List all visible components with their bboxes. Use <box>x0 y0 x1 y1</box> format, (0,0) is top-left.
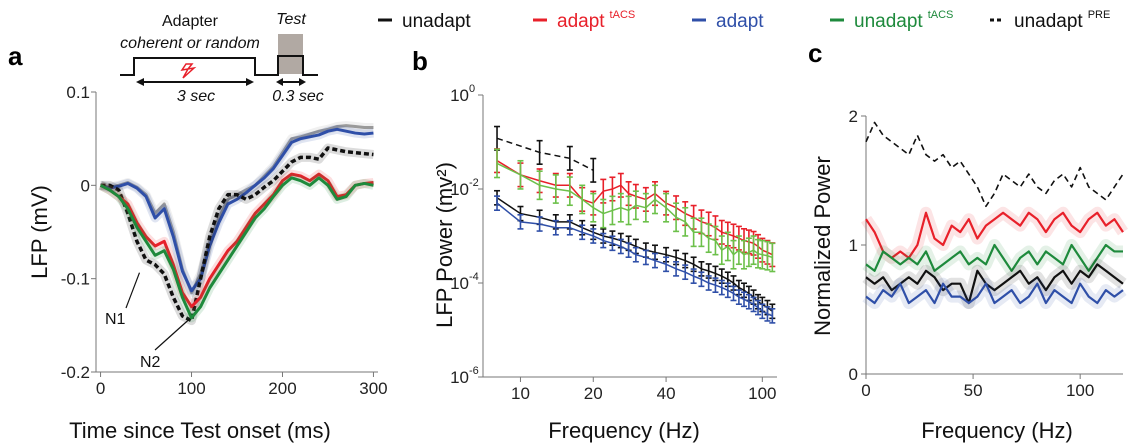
annotation-arrow-n2 <box>154 318 190 351</box>
x-tick-label-a: 0 <box>96 379 105 398</box>
series-band-adapt <box>99 124 374 296</box>
test-label: Test <box>276 11 306 28</box>
legend-entry-2: adapt <box>716 11 764 32</box>
series-line-unadapt_pre <box>496 137 594 171</box>
y-tick-label-a: -0.2 <box>61 363 90 382</box>
x-tick-label-a: 200 <box>268 379 296 398</box>
annotation-arrow-n1 <box>125 272 141 309</box>
x-tick-label-a: 100 <box>177 379 205 398</box>
x-axis-label-b: Frequency (Hz) <box>548 418 700 443</box>
adapter-label: Adapter <box>162 13 219 30</box>
y-tick-label-a: 0 <box>81 176 90 195</box>
x-tick-label-b: 10 <box>511 384 530 403</box>
y-axis-label-a: LFP (mV) <box>27 185 52 279</box>
arrowhead-right-icon <box>299 78 306 86</box>
series-line-adapt <box>496 202 773 317</box>
series-line-unadapt <box>865 263 1124 305</box>
legend-entry-0: unadapt <box>402 11 471 32</box>
test-box <box>278 34 303 74</box>
arrowhead-right-icon <box>246 78 254 86</box>
panel-a-plot: -0.2 -0.1 0 0.1 0 100 200 300 Time since Test on… <box>27 83 388 443</box>
y-tick-exp-b: -2 <box>469 177 479 189</box>
x-tick-label-b: 20 <box>584 384 603 403</box>
lightning-bolt-icon <box>180 63 197 79</box>
y-tick-label-b: 10 <box>450 274 469 293</box>
y-tick-label-b: 10 <box>450 368 469 387</box>
y-tick-label-c: 0 <box>849 365 858 384</box>
x-axis-label-c: Frequency (Hz) <box>921 418 1073 443</box>
x-tick-label-a: 300 <box>359 379 387 398</box>
series-line-adapt <box>100 127 374 293</box>
series-line-unadapt_tacs <box>99 176 374 320</box>
x-tick-label-c: 100 <box>1066 381 1094 400</box>
y-tick-label-c: 2 <box>849 107 858 126</box>
arrowhead-left-icon <box>276 78 283 86</box>
y-axis-label-b: LFP Power (mv²) <box>432 162 457 328</box>
y-tick-label-a: 0.1 <box>66 83 90 102</box>
annotation-n1: N1 <box>105 311 126 328</box>
y-tick-exp-b: -6 <box>469 365 479 377</box>
x-tick-label-c: 50 <box>964 381 983 400</box>
x-tick-label-c: 0 <box>861 381 870 400</box>
y-tick-exp-b: -4 <box>469 271 479 283</box>
y-axis-label-c: Normalized Power <box>810 156 835 336</box>
x-tick-label-b: 40 <box>657 384 676 403</box>
panel-c-plot: 0 1 2 0 50 100 Frequency (Hz) Normalized Power <box>810 107 1128 443</box>
y-tick-label-b: 10 <box>450 180 469 199</box>
annotation-n2: N2 <box>140 354 161 371</box>
y-tick-label-b: 10 <box>450 86 469 105</box>
stimulus-timeline <box>120 55 318 76</box>
series-line-green_bars <box>496 162 773 259</box>
legend: unadapt adapt tACS adapt unadapt tACS unadapt P… <box>378 9 1110 32</box>
panel-label-a: a <box>8 41 23 71</box>
series-line-adapt <box>865 282 1124 305</box>
y-tick-exp-b: 0 <box>469 83 475 95</box>
legend-entry-1: adapt tACS <box>557 9 635 32</box>
y-tick-label-a: -0.1 <box>61 270 90 289</box>
x-tick-label-b: 100 <box>748 384 776 403</box>
series-line-adapt_tacs <box>99 172 374 309</box>
series-line-unadapt <box>496 197 773 312</box>
panel-label-b: b <box>412 46 428 76</box>
adapter-sublabel: coherent or random <box>120 35 260 52</box>
y-tick-label-c: 1 <box>849 236 858 255</box>
adapter-duration: 3 sec <box>177 88 215 105</box>
legend-entry-4: unadapt PRE <box>1014 9 1110 32</box>
panel-label-c: c <box>808 38 822 68</box>
test-duration: 0.3 sec <box>272 88 324 105</box>
x-axis-label-a: Time since Test onset (ms) <box>69 418 331 443</box>
series-line-unadapt_pre <box>865 121 1124 208</box>
arrowhead-left-icon <box>136 78 144 86</box>
series-line-unadapt_tacs <box>865 243 1123 272</box>
legend-entry-3: unadapt tACS <box>854 9 953 32</box>
series-line-unadapt_pre <box>100 146 374 323</box>
stimulus-schematic: Adapter coherent or random Test 3 sec 0.… <box>120 11 324 105</box>
